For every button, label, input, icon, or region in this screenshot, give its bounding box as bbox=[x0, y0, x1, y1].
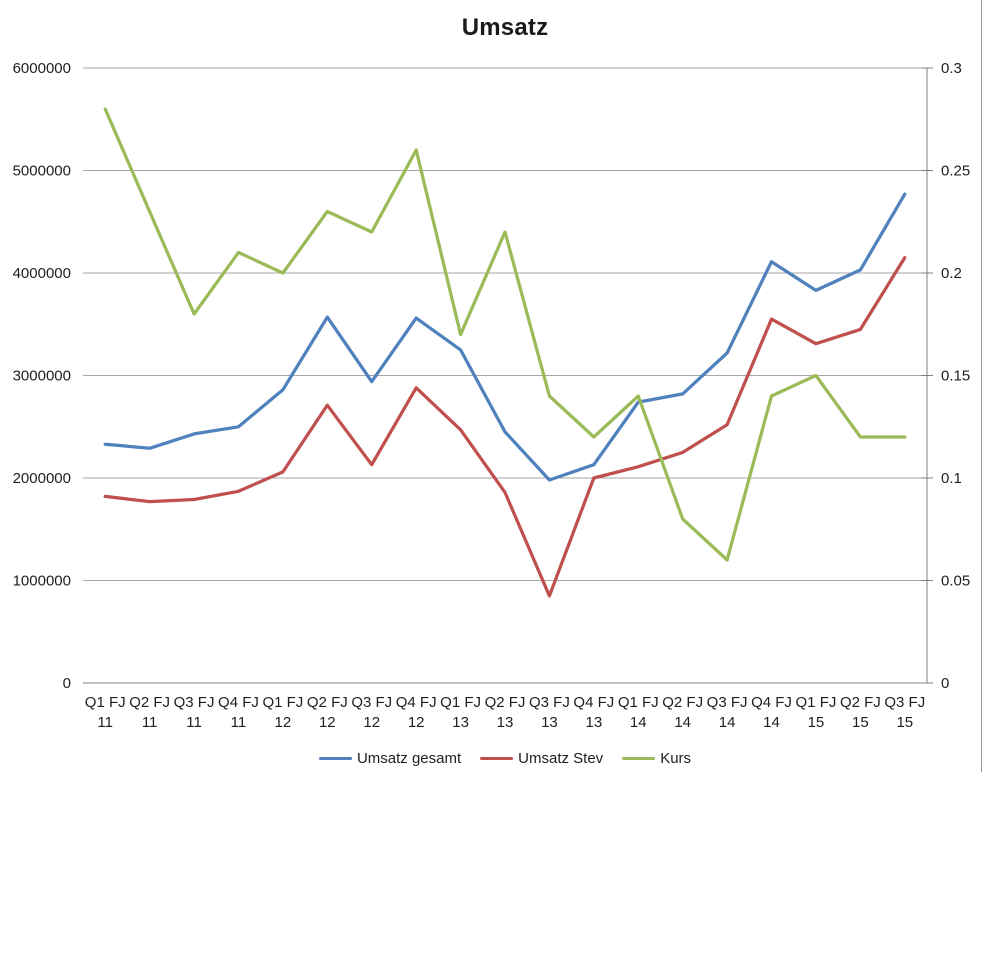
x-axis-category-label: Q4 FJ 12 bbox=[396, 694, 437, 731]
chart-area: Umsatz 0 0 1000000 0.05 2000000 0.1 3000000 0.1… bbox=[13, 0, 982, 772]
left-axis-tick-label: 2000000 bbox=[13, 470, 71, 487]
x-axis-category-label: Q1 FJ 11 bbox=[85, 694, 126, 731]
x-axis-category-label: Q1 FJ 15 bbox=[796, 694, 837, 731]
legend-swatch-icon bbox=[318, 757, 352, 760]
right-axis-tick-label: 0.25 bbox=[941, 163, 970, 180]
legend-swatch-icon bbox=[480, 757, 514, 760]
legend-label: Umsatz Stev bbox=[518, 750, 604, 767]
legend-label: Umsatz gesamt bbox=[356, 750, 462, 767]
x-axis-category-label: Q1 FJ 13 bbox=[440, 694, 481, 731]
left-axis-tick-label: 4000000 bbox=[13, 265, 71, 282]
series-line-umsatz-gesamt[interactable] bbox=[103, 192, 907, 482]
right-axis-tick-label: 0 bbox=[941, 675, 949, 692]
x-axis-category-label: Q3 FJ 14 bbox=[707, 694, 748, 731]
x-axis-category-label: Q4 FJ 14 bbox=[751, 694, 792, 731]
left-axis-tick-label: 3000000 bbox=[13, 368, 71, 385]
chart-legend: Umsatz gesamt Umsatz Stev Kurs bbox=[83, 751, 927, 766]
right-axis-tick-label: 0.05 bbox=[941, 573, 970, 590]
x-axis-category-label: Q3 FJ 15 bbox=[884, 694, 925, 731]
legend-swatch-icon bbox=[622, 757, 656, 760]
x-axis-category-label: Q3 FJ 13 bbox=[529, 694, 570, 731]
x-axis-category-label: Q1 FJ 14 bbox=[618, 694, 659, 731]
x-axis-category-label: Q3 FJ 11 bbox=[174, 694, 215, 731]
legend-item-kurs[interactable]: Kurs bbox=[622, 751, 691, 766]
x-axis-category-label: Q2 FJ 12 bbox=[307, 694, 348, 731]
x-axis-category-label: Q4 FJ 11 bbox=[218, 694, 259, 731]
chart-title: Umsatz bbox=[461, 14, 549, 41]
x-axis-category-label: Q4 FJ 13 bbox=[573, 694, 614, 731]
x-axis-category-label: Q2 FJ 14 bbox=[662, 694, 703, 731]
right-axis-tick-label: 0.1 bbox=[941, 470, 962, 487]
left-axis-tick-label: 6000000 bbox=[13, 60, 71, 77]
right-axis-tick-label: 0.2 bbox=[941, 265, 962, 282]
legend-item-umsatz-stev[interactable]: Umsatz Stev bbox=[480, 751, 603, 766]
left-axis-tick-label: 5000000 bbox=[13, 163, 71, 180]
x-axis-category-label: Q1 FJ 12 bbox=[262, 694, 303, 731]
umsatz-line-chart: 0 0 1000000 0.05 2000000 0.1 3000000 0.15 400000… bbox=[13, 0, 982, 772]
legend-item-umsatz-gesamt[interactable]: Umsatz gesamt bbox=[318, 750, 462, 767]
left-axis-tick-label: 1000000 bbox=[13, 573, 71, 590]
x-axis-category-label: Q2 FJ 13 bbox=[485, 694, 526, 731]
series-line-umsatz-stev[interactable] bbox=[103, 255, 907, 598]
right-axis-tick-label: 0.15 bbox=[941, 368, 970, 385]
series-line-kurs[interactable] bbox=[103, 107, 907, 562]
right-axis-tick-label: 0.3 bbox=[941, 60, 962, 77]
left-axis-tick-label: 0 bbox=[63, 675, 71, 692]
legend-label: Kurs bbox=[660, 750, 692, 767]
x-axis-category-label: Q3 FJ 12 bbox=[351, 694, 392, 731]
x-axis-category-label: Q2 FJ 15 bbox=[840, 694, 881, 731]
x-axis-category-label: Q2 FJ 11 bbox=[129, 694, 170, 731]
